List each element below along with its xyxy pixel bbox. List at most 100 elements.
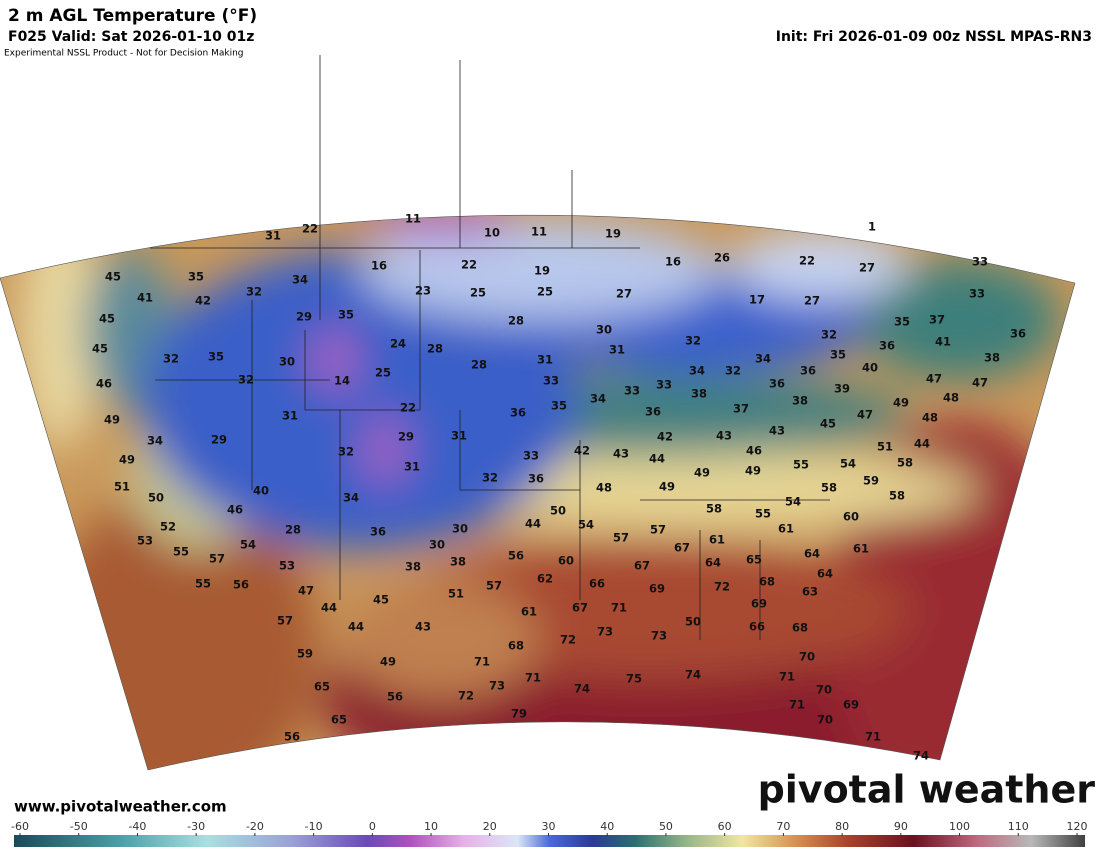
temperature-label: 38 <box>792 394 808 408</box>
website: www.pivotalweather.com <box>14 798 227 816</box>
temperature-label: 32 <box>685 334 701 348</box>
temperature-label: 34 <box>755 352 771 366</box>
temperature-label: 36 <box>370 525 386 539</box>
temperature-label: 32 <box>163 352 179 366</box>
temperature-label: 39 <box>834 382 850 396</box>
temperature-label: 75 <box>626 672 642 686</box>
temperature-label: 16 <box>665 255 681 269</box>
temperature-label: 69 <box>751 597 767 611</box>
temperature-label: 28 <box>508 314 524 328</box>
temperature-label: 56 <box>233 578 249 592</box>
temperature-label: 67 <box>572 601 588 615</box>
temperature-label: 61 <box>853 542 869 556</box>
temperature-label: 22 <box>799 254 815 268</box>
temperature-label: 34 <box>147 434 163 448</box>
temperature-label: 17 <box>749 293 765 307</box>
temperature-label: 44 <box>525 517 541 531</box>
temperature-label: 45 <box>820 417 836 431</box>
temperature-label: 33 <box>523 449 539 463</box>
temperature-label: 55 <box>195 577 211 591</box>
colorbar-tick-label: 10 <box>424 820 438 833</box>
temperature-label: 27 <box>804 294 820 308</box>
temperature-label: 35 <box>551 399 567 413</box>
temperature-label: 44 <box>914 437 930 451</box>
temperature-label: 30 <box>429 538 445 552</box>
temperature-label: 49 <box>694 466 710 480</box>
temperature-label: 58 <box>821 481 837 495</box>
temperature-label: 42 <box>574 444 590 458</box>
temperature-label: 42 <box>195 294 211 308</box>
temperature-label: 58 <box>897 456 913 470</box>
temperature-label: 28 <box>427 342 443 356</box>
temperature-label: 31 <box>265 229 281 243</box>
temperature-label: 38 <box>450 555 466 569</box>
temperature-label: 50 <box>550 504 566 518</box>
temperature-label: 19 <box>534 264 550 278</box>
temperature-label: 66 <box>589 577 605 591</box>
colorbar-tick-label: 120 <box>1067 820 1088 833</box>
colorbar-tick-label: 90 <box>894 820 908 833</box>
temperature-label: 65 <box>746 553 762 567</box>
temperature-label: 51 <box>448 587 464 601</box>
temperature-label: 71 <box>779 670 795 684</box>
temperature-label: 36 <box>800 364 816 378</box>
temperature-label: 65 <box>331 713 347 727</box>
temperature-label: 32 <box>821 328 837 342</box>
temperature-label: 34 <box>292 273 308 287</box>
temperature-label: 30 <box>452 522 468 536</box>
temperature-label: 24 <box>390 337 406 351</box>
temperature-label: 22 <box>400 401 416 415</box>
temperature-label: 47 <box>926 372 942 386</box>
colorbar-ticks: -60 -50 -40 -30 -20 -10 0 10 20 30 40 50 60 70 80 90 100… <box>11 820 1088 836</box>
temperature-label: 32 <box>725 364 741 378</box>
temperature-label: 40 <box>862 361 878 375</box>
temperature-labels: 11 10 11 19 1 22 31 45 35 34 16 22 19 16 26 22 27 33 41 42 3… <box>92 212 1026 763</box>
temperature-label: 66 <box>749 620 765 634</box>
temperature-label: 58 <box>706 502 722 516</box>
disclaimer: Experimental NSSL Product - Not for Deci… <box>4 49 244 59</box>
temperature-label: 62 <box>537 572 553 586</box>
temperature-label: 55 <box>793 458 809 472</box>
temperature-label: 35 <box>338 308 354 322</box>
temperature-label: 64 <box>817 567 833 581</box>
temperature-label: 38 <box>405 560 421 574</box>
temperature-label: 14 <box>334 374 350 388</box>
temperature-label: 60 <box>558 554 574 568</box>
temperature-label: 27 <box>859 261 875 275</box>
temperature-label: 33 <box>972 255 988 269</box>
temperature-label: 30 <box>279 355 295 369</box>
temperature-label: 34 <box>590 392 606 406</box>
temperature-label: 71 <box>865 730 881 744</box>
temperature-label: 61 <box>778 522 794 536</box>
temperature-label: 71 <box>611 601 627 615</box>
colorbar-tick-label: -40 <box>128 820 146 833</box>
temperature-label: 55 <box>173 545 189 559</box>
temperature-label: 33 <box>969 287 985 301</box>
temperature-label: 47 <box>972 376 988 390</box>
temperature-label: 48 <box>943 391 959 405</box>
temperature-label: 34 <box>689 364 705 378</box>
colorbar-tick-label: -30 <box>187 820 205 833</box>
temperature-label: 42 <box>657 430 673 444</box>
temperature-label: 30 <box>596 323 612 337</box>
temperature-label: 44 <box>649 452 665 466</box>
temperature-label: 46 <box>96 377 112 391</box>
temperature-label: 59 <box>863 474 879 488</box>
temperature-label: 70 <box>816 683 832 697</box>
temperature-label: 31 <box>537 353 553 367</box>
temperature-label: 51 <box>877 440 893 454</box>
temperature-label: 58 <box>889 489 905 503</box>
temperature-label: 69 <box>843 698 859 712</box>
temperature-label: 68 <box>759 575 775 589</box>
temperature-label: 72 <box>560 633 576 647</box>
temperature-label: 49 <box>119 453 135 467</box>
temperature-label: 16 <box>371 259 387 273</box>
colorbar-tick-label: 100 <box>949 820 970 833</box>
temperature-label: 67 <box>634 559 650 573</box>
temperature-label: 37 <box>929 313 945 327</box>
temperature-label: 49 <box>380 655 396 669</box>
temperature-label: 41 <box>935 335 951 349</box>
temperature-label: 46 <box>227 503 243 517</box>
temperature-label: 64 <box>804 547 820 561</box>
